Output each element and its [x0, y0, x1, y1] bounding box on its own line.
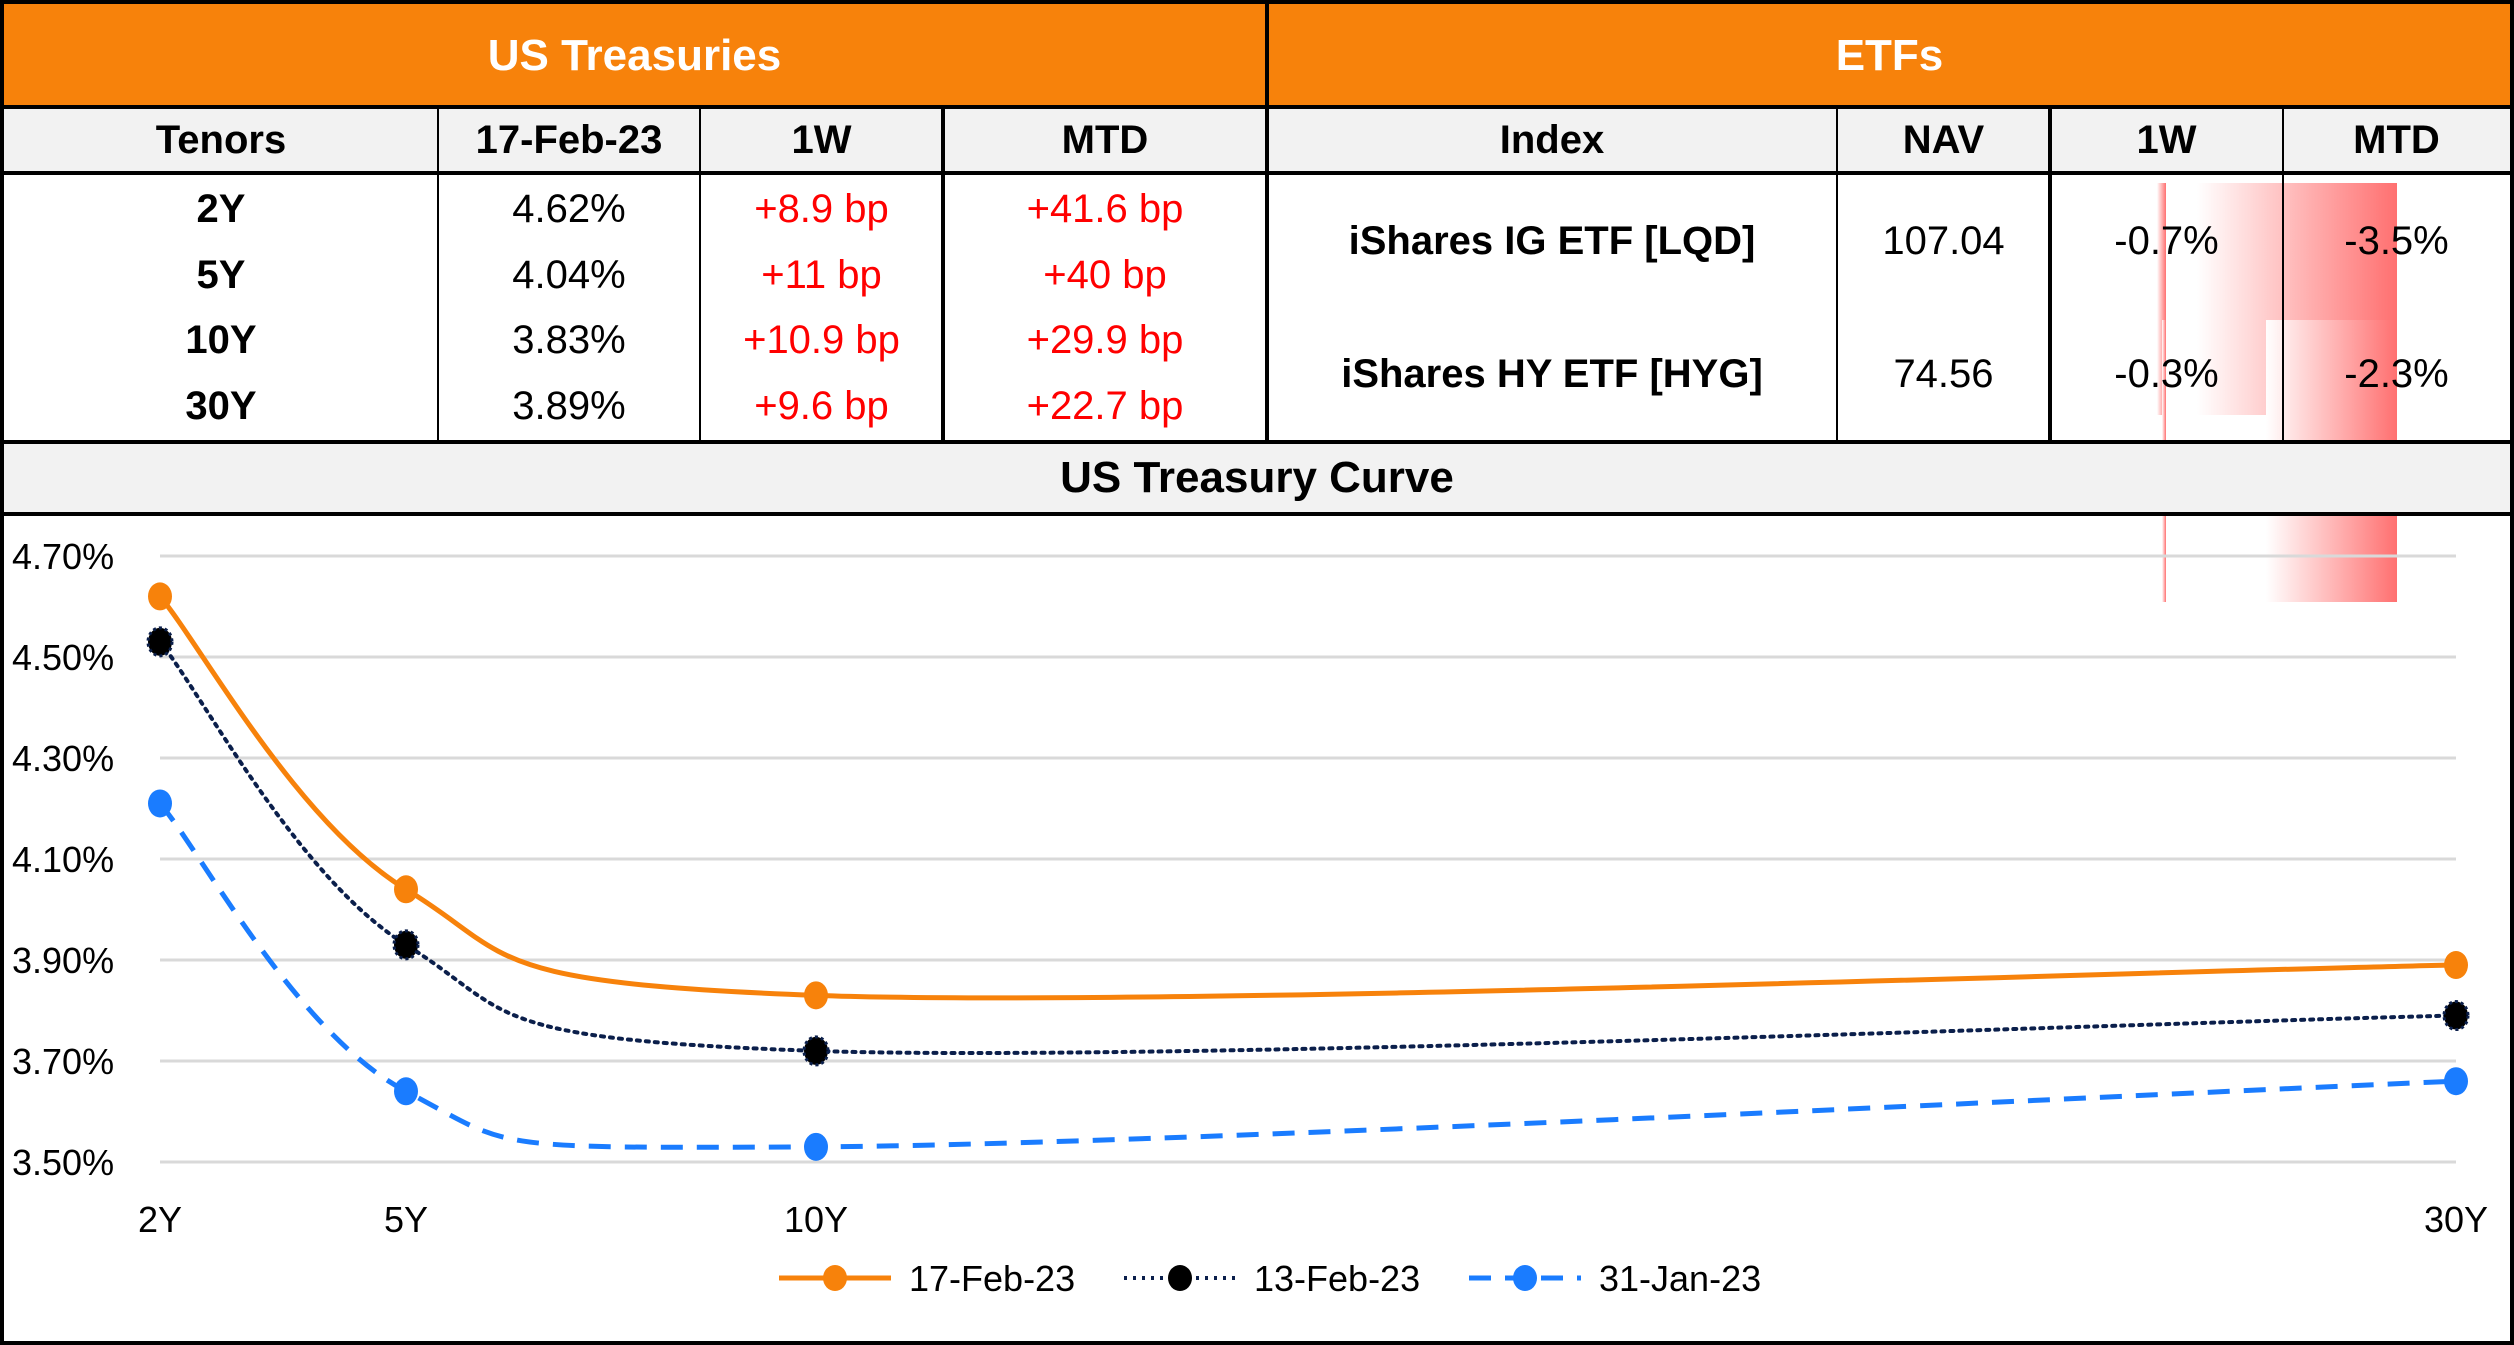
series-lines — [146, 582, 2470, 1161]
y-tick-label: 3.70% — [12, 1041, 114, 1082]
y-tick-label: 4.10% — [12, 839, 114, 880]
data-point — [148, 582, 172, 611]
divider — [1265, 0, 1269, 442]
change-mtd: +22.7 bp — [1026, 383, 1184, 428]
treasury-curve-chart: 4.70% 4.50% 4.30% 4.10% 3.90% 3.70% 3.50% 2Y 5Y… — [12, 536, 2488, 1299]
x-tick-label: 2Y — [138, 1199, 182, 1240]
etfs-title: ETFs — [1269, 4, 2510, 107]
etf-index-name: iShares IG ETF [LQD] — [1348, 218, 1756, 263]
treasuries-title: US Treasuries — [4, 4, 1265, 107]
data-point — [148, 789, 172, 818]
divider — [437, 107, 439, 442]
etf-nav: 107.04 — [1882, 218, 2005, 263]
col-header-nav: NAV — [1837, 107, 2050, 173]
legend-label: 31-Jan-23 — [1599, 1258, 1761, 1299]
divider — [0, 512, 2514, 516]
series-17-Feb-23 — [148, 582, 2468, 1010]
etf-change-mtd: -2.3% — [2344, 351, 2449, 396]
change-1w: +11 bp — [761, 252, 882, 297]
change-mtd: +29.9 bp — [1026, 317, 1184, 362]
tenor-label: 10Y — [185, 317, 257, 362]
etf-change-1w: -0.3% — [2114, 351, 2219, 396]
legend: 17-Feb-23 13-Feb-23 31-Jan-23 — [779, 1258, 1761, 1299]
change-1w: +9.6 bp — [754, 383, 889, 428]
chart-title: US Treasury Curve — [4, 444, 2510, 512]
legend-label: 17-Feb-23 — [909, 1258, 1075, 1299]
divider — [941, 107, 945, 442]
col-header-etf-mtd: MTD — [2283, 107, 2510, 173]
col-header-etf-1w: 1W — [2050, 107, 2283, 173]
series-line — [158, 639, 2458, 1056]
data-point — [394, 875, 418, 904]
yield-value: 4.04% — [512, 252, 626, 297]
x-axis-ticks: 2Y 5Y 10Y 30Y — [138, 1199, 2488, 1240]
tenor-label: 2Y — [196, 186, 246, 231]
data-point — [146, 626, 174, 658]
divider — [699, 107, 701, 442]
data-point — [394, 1077, 418, 1106]
change-1w: +10.9 bp — [743, 317, 900, 362]
legend-marker — [1168, 1265, 1192, 1291]
divider — [0, 171, 2514, 175]
y-tick-label: 3.90% — [12, 940, 114, 981]
x-tick-label: 10Y — [784, 1199, 848, 1240]
series-13-Feb-23 — [146, 626, 2470, 1067]
col-header-tenors: Tenors — [4, 107, 438, 173]
divider — [2048, 107, 2052, 442]
data-point — [392, 929, 420, 961]
divider — [0, 105, 2514, 109]
y-tick-label: 4.30% — [12, 738, 114, 779]
data-point — [2444, 1067, 2468, 1096]
y-tick-label: 4.70% — [12, 536, 114, 577]
series-line — [158, 594, 2457, 1001]
legend-marker — [1513, 1265, 1537, 1291]
legend-item: 31-Jan-23 — [1469, 1258, 1761, 1299]
change-mtd: +41.6 bp — [1026, 186, 1184, 231]
x-tick-label: 30Y — [2424, 1199, 2488, 1240]
change-mtd: +40 bp — [1043, 252, 1167, 297]
col-header-date: 17-Feb-23 — [438, 107, 700, 173]
etf-1w-databar — [2156, 183, 2166, 415]
legend-label: 13-Feb-23 — [1254, 1258, 1420, 1299]
gridlines — [160, 554, 2456, 1164]
legend-item: 13-Feb-23 — [1124, 1258, 1420, 1299]
y-axis-ticks: 4.70% 4.50% 4.30% 4.10% 3.90% 3.70% 3.50% — [12, 536, 114, 1183]
x-tick-label: 5Y — [384, 1199, 428, 1240]
etf-nav: 74.56 — [1893, 351, 1994, 396]
tenor-label: 5Y — [196, 252, 246, 297]
data-point — [802, 1035, 830, 1067]
yield-value: 3.83% — [512, 317, 626, 362]
divider — [0, 440, 2514, 444]
tenor-label: 30Y — [185, 383, 257, 428]
etf-change-mtd: -3.5% — [2344, 218, 2449, 263]
series-31-Jan-23 — [148, 789, 2468, 1161]
yield-value: 3.89% — [512, 383, 626, 428]
y-tick-label: 4.50% — [12, 637, 114, 678]
legend-item: 17-Feb-23 — [779, 1258, 1075, 1299]
series-line — [158, 801, 2457, 1150]
data-point — [2442, 1000, 2470, 1032]
etf-index-name: iShares HY ETF [HYG] — [1341, 351, 1763, 396]
yield-value: 4.62% — [512, 186, 626, 231]
divider — [2282, 107, 2284, 442]
divider — [1836, 107, 1838, 442]
col-header-1w: 1W — [700, 107, 943, 173]
data-point — [804, 1132, 828, 1161]
data-point — [2444, 951, 2468, 980]
col-header-index: Index — [1267, 107, 1837, 173]
change-1w: +8.9 bp — [754, 186, 889, 231]
data-point — [804, 981, 828, 1010]
col-header-mtd: MTD — [943, 107, 1267, 173]
etf-change-1w: -0.7% — [2114, 218, 2219, 263]
legend-marker — [823, 1265, 847, 1291]
y-tick-label: 3.50% — [12, 1142, 114, 1183]
